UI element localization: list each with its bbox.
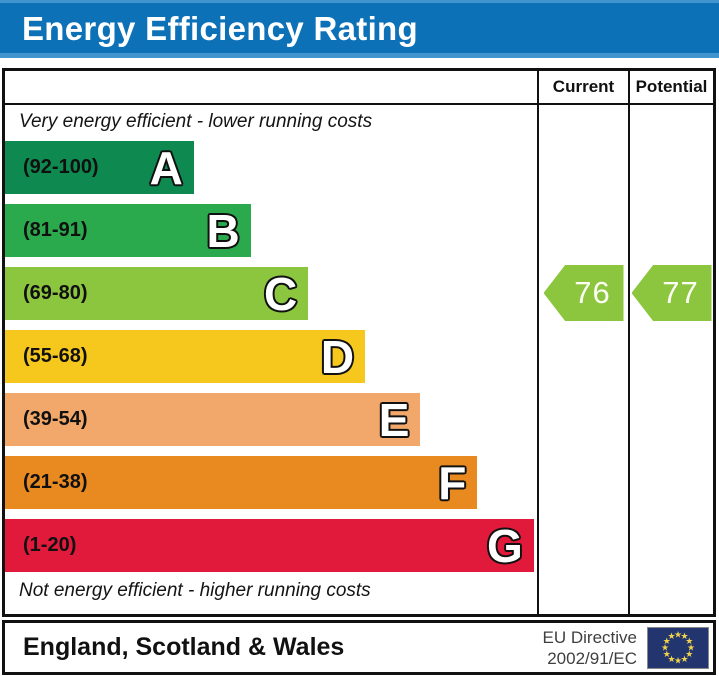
band-row-d: (55-68) D <box>5 330 537 383</box>
rating-band-chart: Very energy efficient - lower running co… <box>5 105 537 614</box>
potential-rating-value: 77 <box>662 275 699 310</box>
band-row-a: (92-100) A <box>5 141 537 194</box>
band-letter: D <box>320 330 355 383</box>
band-row-g: (1-20) G <box>5 519 537 572</box>
band-bar-b: (81-91) B <box>5 204 251 257</box>
star-icon: ★ <box>667 653 676 664</box>
band-bar-f: (21-38) F <box>5 456 478 509</box>
band-bar-g: (1-20) G <box>5 519 534 572</box>
band-bar-d: (55-68) D <box>5 330 366 383</box>
column-header-potential: Potential <box>628 71 713 105</box>
band-letter: E <box>378 393 410 446</box>
caption-very-efficient: Very energy efficient - lower running co… <box>19 111 373 132</box>
band-row-f: (21-38) F <box>5 456 537 509</box>
band-letter: B <box>206 204 240 257</box>
star-icon: ★ <box>662 635 671 646</box>
band-range-label: (55-68) <box>23 345 88 367</box>
band-letter: C <box>264 267 298 320</box>
epc-rating-table: Current Potential Very energy efficient … <box>2 68 716 617</box>
column-header-current: Current <box>537 71 628 105</box>
band-row-b: (81-91) B <box>5 204 537 257</box>
band-letter: G <box>487 519 523 572</box>
eu-flag-icon: ★ ★ ★ ★ ★ ★ ★ ★ ★ ★ ★ ★ <box>647 626 709 669</box>
band-range-label: (81-91) <box>23 219 88 241</box>
band-row-e: (39-54) E <box>5 393 537 446</box>
footer-strip: England, Scotland & Wales EU Directive 2… <box>2 620 716 675</box>
eu-directive-line1: EU Directive <box>542 627 637 647</box>
band-bar-a: (92-100) A <box>5 141 194 194</box>
band-range-label: (39-54) <box>23 408 88 430</box>
star-icon: ★ <box>673 629 683 639</box>
star-icon: ★ <box>686 642 696 652</box>
star-icon: ★ <box>673 655 683 665</box>
caption-not-efficient: Not energy efficient - higher running co… <box>19 580 371 601</box>
star-icon: ★ <box>662 648 671 659</box>
star-icon: ★ <box>667 630 676 641</box>
region-label: England, Scotland & Wales <box>23 633 345 661</box>
star-icon: ★ <box>680 653 689 664</box>
star-icon: ★ <box>680 630 689 641</box>
current-rating-arrow: 76 <box>543 265 624 321</box>
band-letter: F <box>438 456 467 509</box>
rating-bands: (92-100) A (81-91) B (69-80) C (55-68) <box>5 141 537 572</box>
eu-directive-line2: 2002/91/EC <box>547 648 637 668</box>
current-rating-value: 76 <box>574 275 611 310</box>
potential-rating-column: 77 <box>628 105 713 614</box>
band-range-label: (21-38) <box>23 471 88 493</box>
current-rating-column: 76 <box>537 105 628 614</box>
page-title: Energy Efficiency Rating <box>22 10 418 47</box>
eu-directive-label: EU Directive 2002/91/EC <box>543 627 637 669</box>
star-icon: ★ <box>685 648 694 659</box>
band-range-label: (92-100) <box>23 156 99 178</box>
star-icon: ★ <box>685 635 694 646</box>
potential-rating-arrow: 77 <box>631 265 712 321</box>
star-icon: ★ <box>660 642 670 652</box>
band-letter: A <box>149 141 183 194</box>
band-range-label: (1-20) <box>23 534 77 556</box>
title-banner: Energy Efficiency Rating <box>0 0 719 58</box>
band-bar-c: (69-80) C <box>5 267 309 320</box>
table-header-spacer <box>5 71 537 105</box>
band-range-label: (69-80) <box>23 282 88 304</box>
band-row-c: (69-80) C <box>5 267 537 320</box>
band-bar-e: (39-54) E <box>5 393 421 446</box>
